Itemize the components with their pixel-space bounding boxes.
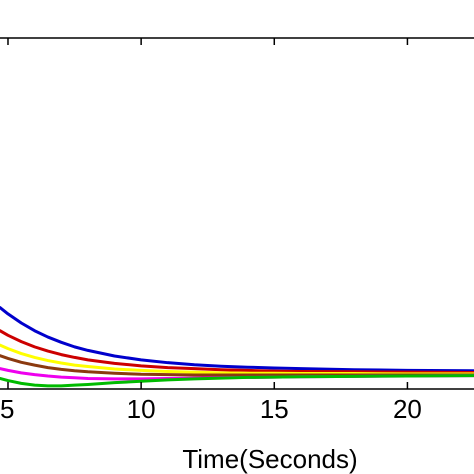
x-tick-label: 5 [0, 394, 14, 424]
series-line-2 [0, 329, 474, 374]
x-tick-label: 20 [393, 394, 422, 424]
x-axis-ticks: 5 10 15 20 [0, 38, 422, 424]
x-tick-label: 10 [127, 394, 156, 424]
series-layer [0, 306, 474, 388]
x-axis-title: Time(Seconds) [182, 444, 357, 474]
series-line-6 [0, 374, 474, 388]
x-tick-label: 15 [260, 394, 289, 424]
plot-frame [0, 37, 474, 390]
series-line-1 [0, 306, 474, 373]
series-line-4 [0, 354, 474, 377]
